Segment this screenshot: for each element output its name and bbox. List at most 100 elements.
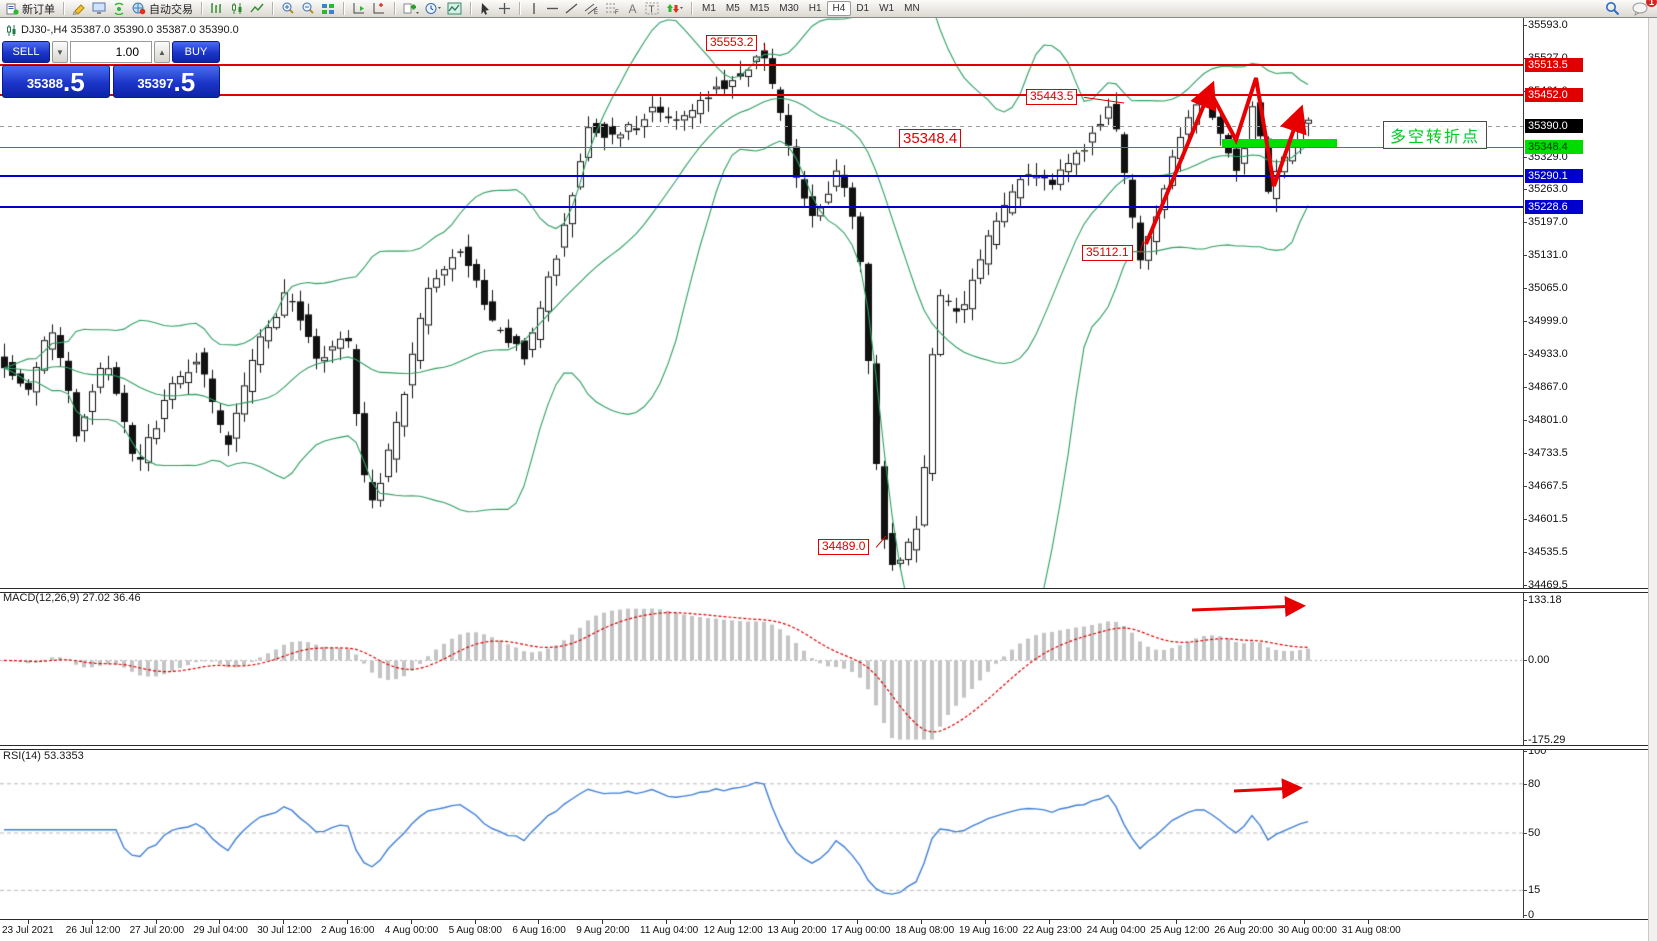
vertical-line-icon bbox=[533, 3, 535, 14]
text-button[interactable]: A bbox=[623, 1, 642, 16]
time-label: 5 Aug 08:00 bbox=[448, 925, 502, 936]
fibonacci-button[interactable]: F bbox=[602, 1, 623, 16]
level-line-35228.6[interactable] bbox=[0, 205, 1523, 208]
separator bbox=[470, 2, 471, 15]
timeframe-mn[interactable]: MN bbox=[904, 3, 920, 14]
time-label: 22 Aug 23:00 bbox=[1022, 925, 1082, 936]
line-chart-button[interactable] bbox=[247, 1, 267, 16]
timeframe-m1[interactable]: M1 bbox=[702, 3, 716, 14]
timeframe-h4[interactable]: H4 bbox=[826, 1, 852, 16]
price-annotation-35443.5[interactable]: 35443.5 bbox=[1026, 89, 1078, 105]
timeframe-m15[interactable]: M15 bbox=[749, 3, 770, 14]
buy-price-panel[interactable]: 35397.5 bbox=[112, 65, 220, 98]
template-button[interactable] bbox=[444, 1, 465, 16]
time-tick bbox=[91, 920, 93, 924]
trendline-button[interactable] bbox=[562, 1, 581, 16]
level-line-35513.5[interactable] bbox=[0, 63, 1523, 66]
level-line-35290.1[interactable] bbox=[0, 174, 1523, 177]
panel-separator[interactable] bbox=[0, 588, 1657, 593]
sell-price-panel[interactable]: 35388.5 bbox=[2, 65, 110, 98]
cursor-icon bbox=[481, 3, 489, 15]
axis-tick: 34933.0 bbox=[1523, 347, 1568, 360]
trendline-icon bbox=[565, 3, 578, 14]
time-tick bbox=[155, 920, 157, 924]
market-watch-button[interactable] bbox=[89, 1, 109, 16]
timeframe-m30[interactable]: M30 bbox=[779, 3, 799, 14]
vertical-line-button[interactable] bbox=[525, 1, 543, 16]
macd-label: MACD(12,26,9) 27.02 36.46 bbox=[3, 592, 141, 604]
bar-chart-button[interactable] bbox=[207, 1, 227, 16]
axis-tick: 34601.5 bbox=[1523, 513, 1568, 526]
add-indicator-icon bbox=[403, 3, 419, 14]
price-tag-35348.4: 35348.4 bbox=[1525, 139, 1583, 154]
time-axis[interactable]: 23 Jul 2021 26 Jul 12:00 27 Jul 20:00 29 Ju… bbox=[0, 919, 1657, 941]
macd-canvas[interactable] bbox=[0, 591, 1523, 745]
separator bbox=[201, 2, 202, 15]
axis-tick: 34867.0 bbox=[1523, 380, 1568, 393]
search-button[interactable] bbox=[1602, 1, 1623, 16]
signal-icon bbox=[114, 2, 124, 15]
add-indicator-button[interactable] bbox=[400, 1, 422, 16]
volume-decrease-button[interactable]: ▼ bbox=[52, 41, 68, 63]
level-line-35390.0[interactable] bbox=[0, 126, 1523, 128]
price-annotation-35553.2[interactable]: 35553.2 bbox=[706, 35, 758, 51]
timeframe-d1[interactable]: D1 bbox=[856, 3, 870, 14]
price-annotation-35348.4[interactable]: 35348.4 bbox=[899, 129, 962, 149]
rsi-axis-tick: 50 bbox=[1522, 827, 1541, 839]
chart-shift-button[interactable] bbox=[369, 1, 389, 16]
text-label-button[interactable]: T bbox=[642, 1, 662, 16]
svg-text:E: E bbox=[594, 10, 598, 15]
separator bbox=[691, 2, 692, 15]
time-label: 11 Aug 04:00 bbox=[640, 925, 699, 936]
sell-price-main: 35388 bbox=[26, 76, 63, 91]
time-label: 19 Aug 16:00 bbox=[959, 925, 1018, 936]
candlestick-chart-button[interactable] bbox=[227, 1, 247, 16]
tile-windows-button[interactable] bbox=[318, 1, 338, 16]
zoom-in-button[interactable] bbox=[278, 1, 298, 16]
horizontal-line-button[interactable] bbox=[543, 1, 562, 16]
timeframe-h1[interactable]: H1 bbox=[808, 3, 822, 14]
notifications-button[interactable]: 1 bbox=[1629, 0, 1657, 16]
time-label: 26 Aug 20:00 bbox=[1214, 925, 1274, 936]
text-icon: A bbox=[629, 2, 637, 15]
timeframe-m5[interactable]: M5 bbox=[725, 3, 740, 14]
new-order-label: 新订单 bbox=[22, 3, 55, 16]
buy-price-main: 35397 bbox=[137, 76, 174, 91]
chart-region: DJ30-,H4 35387.0 35390.0 35387.0 35390.0… bbox=[0, 17, 1657, 918]
highlighter-button[interactable] bbox=[69, 1, 89, 16]
zoom-out-button[interactable] bbox=[298, 1, 318, 16]
equidistant-channel-button[interactable]: E bbox=[581, 1, 602, 16]
turning-point-note[interactable]: 多空转折点 bbox=[1383, 121, 1488, 149]
chat-bubble-icon bbox=[1632, 2, 1648, 16]
axis-tick: 35197.0 bbox=[1523, 216, 1568, 229]
separator bbox=[343, 2, 344, 15]
buy-button[interactable]: BUY bbox=[171, 41, 220, 63]
crosshair-button[interactable] bbox=[495, 1, 514, 16]
volume-input[interactable] bbox=[70, 41, 152, 63]
time-tick bbox=[985, 920, 986, 924]
time-tick bbox=[347, 920, 348, 924]
auto-trading-button[interactable]: 自动交易 bbox=[129, 1, 196, 16]
panel-separator[interactable] bbox=[0, 745, 1657, 750]
volume-increase-button[interactable]: ▲ bbox=[154, 41, 170, 63]
price-tag-35290.1: 35290.1 bbox=[1525, 168, 1583, 183]
timeframe-w1[interactable]: W1 bbox=[879, 3, 895, 14]
sell-button[interactable]: SELL bbox=[2, 41, 51, 63]
level-line-35348.4[interactable] bbox=[0, 146, 1523, 148]
rsi-canvas[interactable] bbox=[0, 748, 1523, 918]
price-annotation-34489.0[interactable]: 34489.0 bbox=[818, 539, 870, 555]
green-highlight-bar[interactable] bbox=[1222, 139, 1337, 147]
main-chart-canvas[interactable] bbox=[0, 17, 1523, 588]
auto-scroll-button[interactable] bbox=[349, 1, 369, 16]
level-line-35452.0[interactable] bbox=[0, 94, 1523, 97]
period-button[interactable] bbox=[422, 1, 444, 16]
time-label: 12 Aug 12:00 bbox=[703, 925, 763, 936]
time-label: 30 Aug 00:00 bbox=[1278, 925, 1337, 936]
cursor-button[interactable] bbox=[476, 1, 495, 16]
new-order-button[interactable]: 新订单 bbox=[3, 1, 58, 16]
arrows-button[interactable] bbox=[662, 1, 686, 16]
chart-title-icon bbox=[7, 24, 16, 36]
signal-button[interactable] bbox=[109, 1, 129, 16]
price-annotation-35112.1[interactable]: 35112.1 bbox=[1082, 245, 1133, 261]
